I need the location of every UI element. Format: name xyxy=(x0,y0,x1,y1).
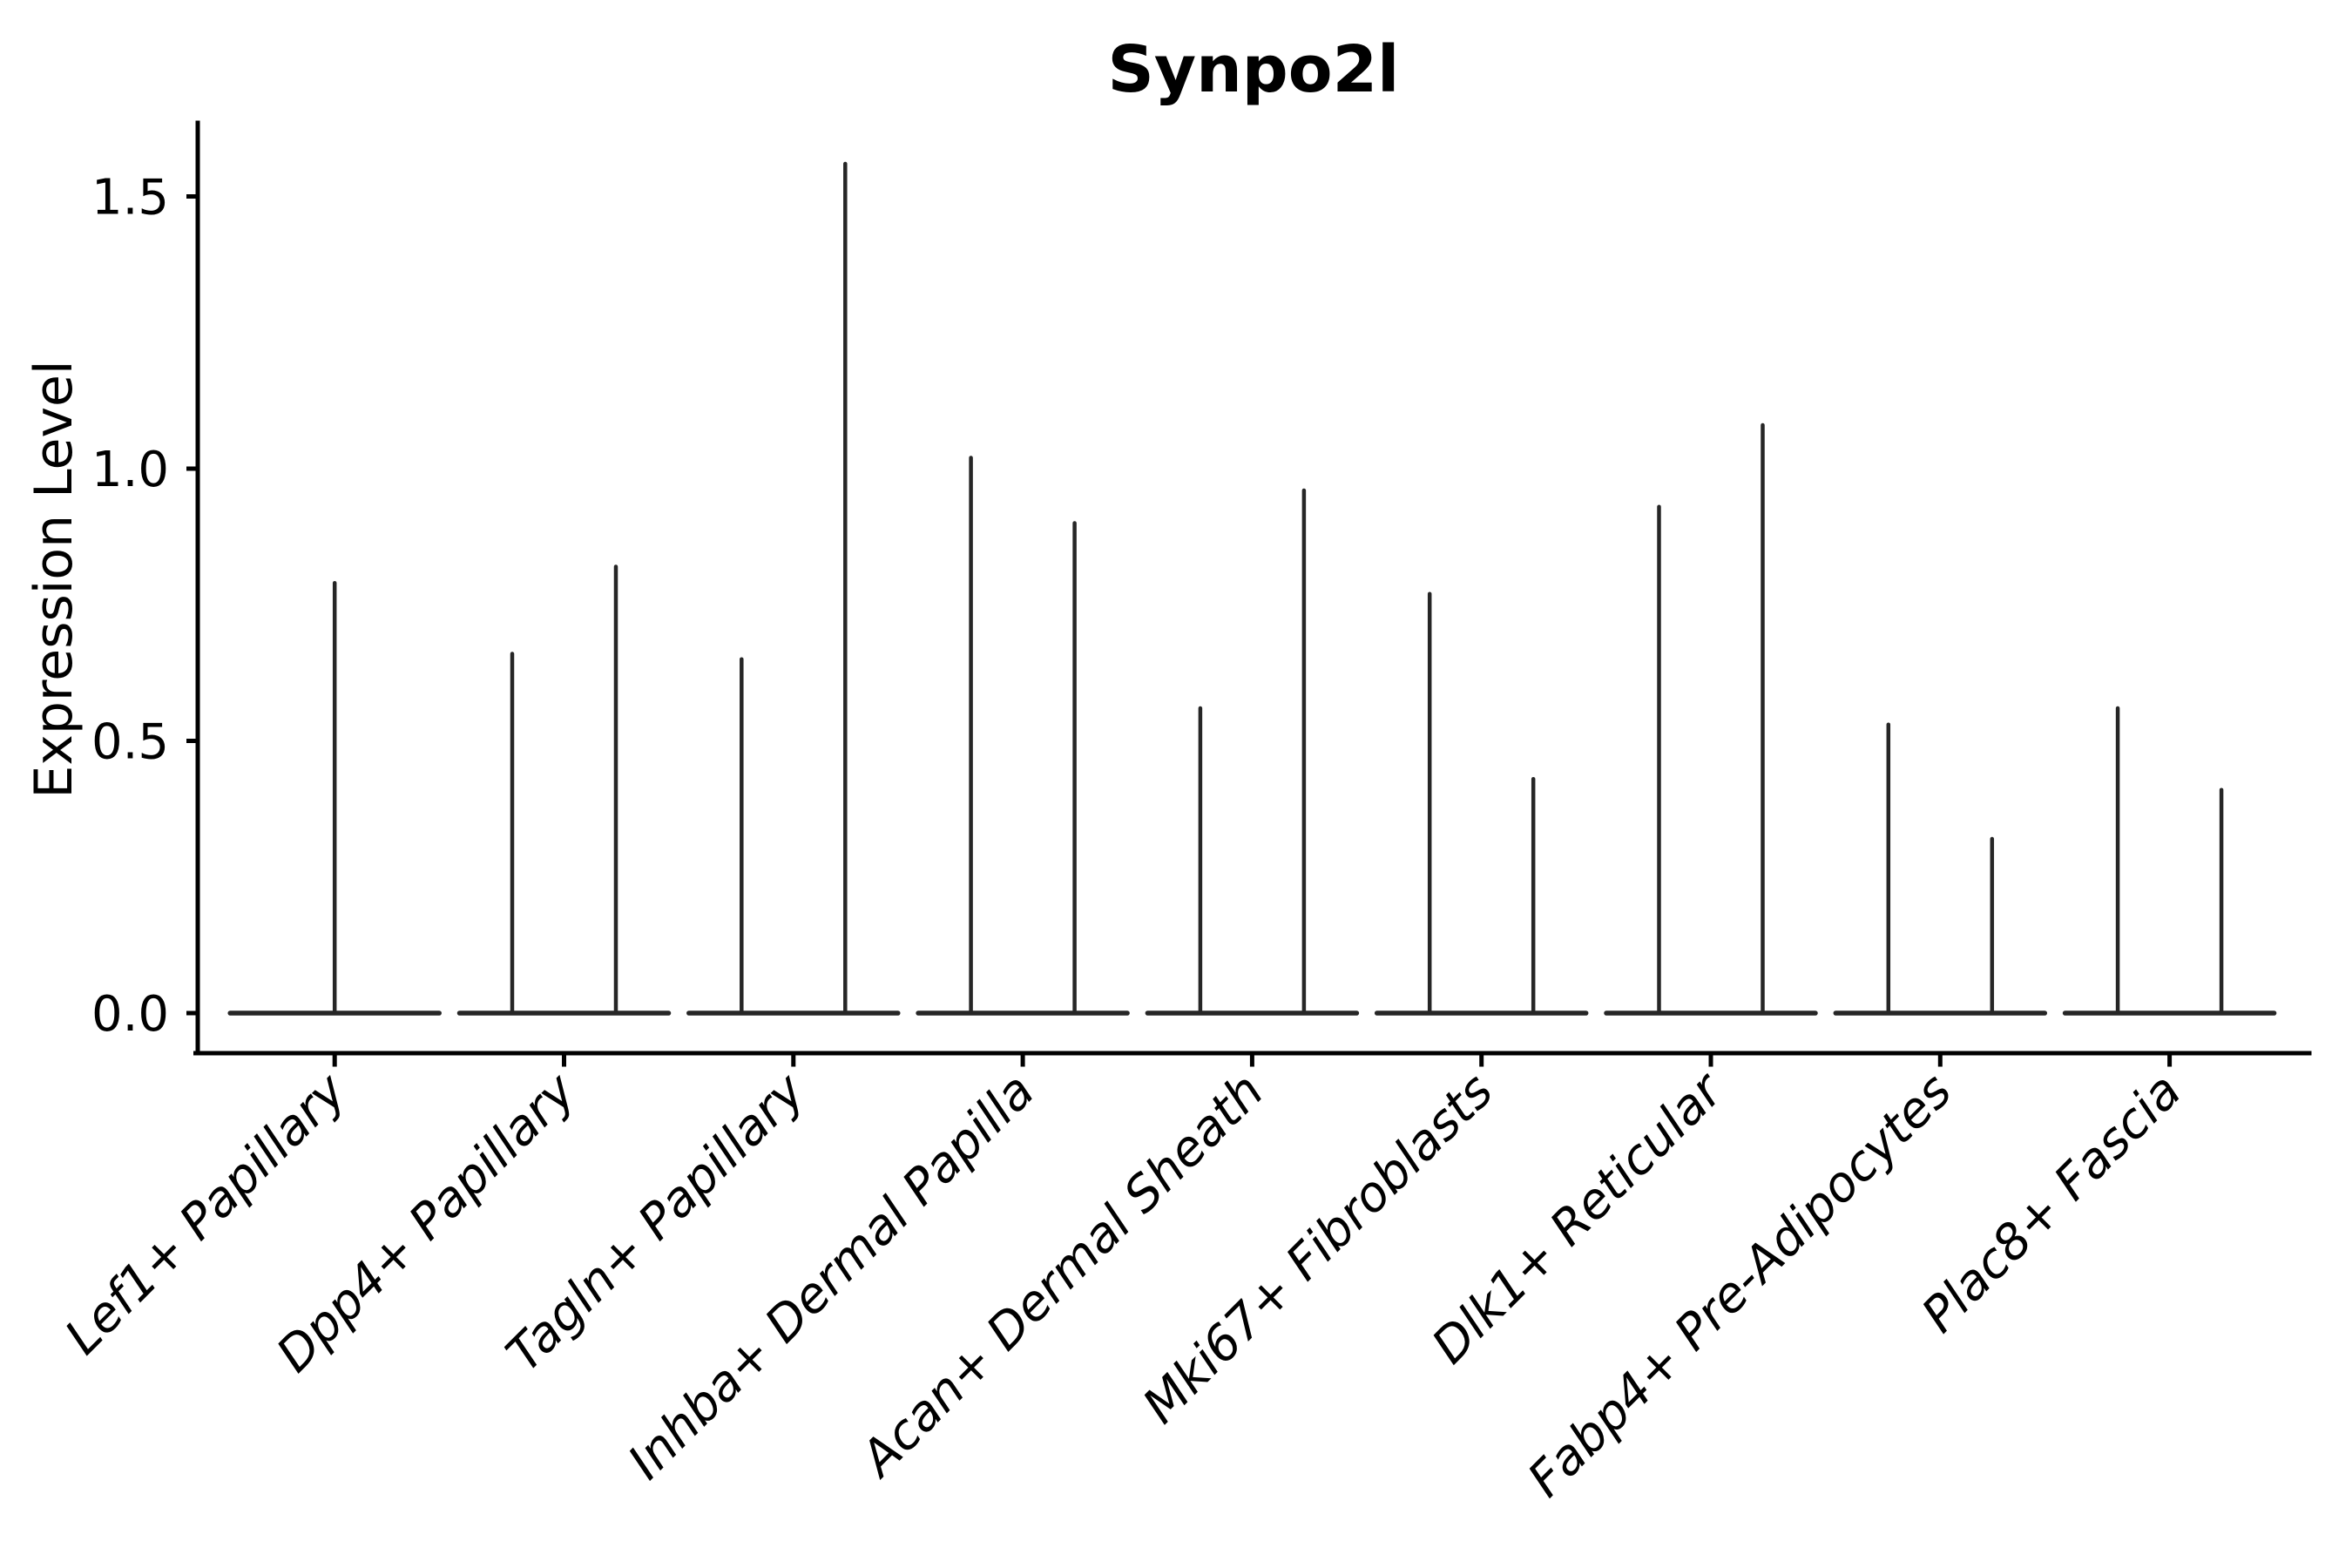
violin-group xyxy=(1833,722,2048,1016)
violins-layer xyxy=(227,161,2277,1016)
violin-group xyxy=(686,161,901,1016)
violin-group xyxy=(916,456,1130,1016)
y-axis-label: Expression Level xyxy=(24,360,84,798)
violin-group xyxy=(456,564,672,1016)
violin-group xyxy=(1145,488,1360,1016)
plot-title: Synpo2l xyxy=(1108,32,1400,107)
violin-group xyxy=(2062,706,2277,1016)
violin-group xyxy=(227,581,442,1016)
x-tick-label: Acan+ Dermal Sheath xyxy=(848,1063,1274,1489)
violin-group xyxy=(1604,422,1818,1016)
x-tick-label: Fabp4+ Pre-Adipocytes xyxy=(1517,1063,1963,1508)
y-axis-ticks: 0.0 0.5 1.0 1.5 xyxy=(91,170,198,1043)
y-tick-label: 0.5 xyxy=(91,714,169,771)
y-tick-label: 1.5 xyxy=(91,170,169,226)
y-tick-label: 1.0 xyxy=(91,442,169,498)
violin-group xyxy=(1374,591,1589,1016)
x-tick-label: Inhba+ Dermal Papilla xyxy=(618,1063,1045,1490)
y-tick-label: 0.0 xyxy=(91,986,169,1043)
